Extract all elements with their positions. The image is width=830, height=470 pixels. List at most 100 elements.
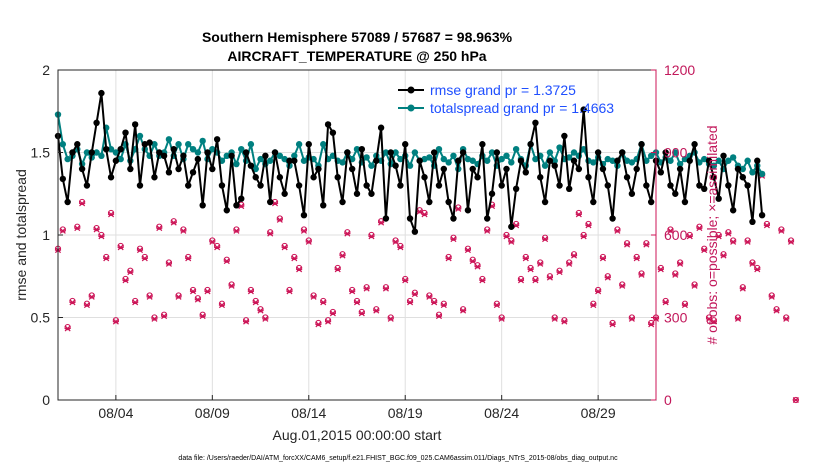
rmse-series-point [705,157,713,164]
rmse-series-point [421,174,428,181]
obs-assimilated-point [218,302,226,309]
obs-assimilated-point [681,302,689,309]
obs-possible-point [74,223,81,230]
totalspread-series-point [551,157,558,164]
obs-possible-point [431,297,438,305]
rmse-series-point [189,169,197,176]
obs-assimilated-point [136,247,144,254]
obs-possible-point [103,253,110,261]
rmse-series-point [474,174,481,181]
obs-assimilated-point [628,315,635,322]
obs-possible-point [252,297,259,305]
obs-assimilated-point [648,321,655,328]
obs-possible-point [214,242,221,250]
rmse-series-point [136,182,144,189]
obs-possible-point [199,311,206,318]
obs-possible-point [628,314,635,321]
obs-assimilated-point [363,285,370,292]
rmse-series-point [599,165,607,173]
totalspread-series-point [647,152,655,159]
totalspread-series-point [199,137,206,145]
obs-assimilated-point [566,260,573,267]
obs-possible-point [300,226,308,233]
rmse-series-point [691,141,698,148]
obs-possible-point [373,306,380,313]
totalspread-series-point [223,152,230,159]
rmse-series-point [286,157,293,164]
obs-assimilated-point [701,247,708,254]
obs-possible-point [88,292,95,299]
obs-assimilated-point [247,288,255,295]
obs-assimilated-point [792,396,799,404]
totalspread-series-point [175,141,182,148]
totalspread-series-point [676,160,684,168]
obs-assimilated-point [469,258,476,265]
obs-assimilated-point [672,271,679,278]
obs-assimilated-point [744,238,751,245]
totalspread-series-point [93,149,100,156]
rmse-series-point [88,149,95,156]
obs-possible-point [132,297,139,305]
series-layer [54,89,799,404]
obs-assimilated-point [619,282,626,289]
rmse-series-point [93,119,100,127]
x-tick-label: 08/29 [581,405,616,421]
obs-assimilated-point [353,299,361,306]
obs-assimilated-point [527,266,534,273]
obs-possible-point [107,209,115,217]
obs-possible-point [247,286,255,294]
obs-assimilated-point [614,227,621,234]
obs-possible-point [754,264,761,272]
rmse-series-point [430,149,438,156]
rmse-series-point [238,195,245,202]
obs-possible-point [701,245,708,252]
obs-possible-point [392,237,399,244]
rmse-series-point [358,146,366,153]
obs-assimilated-point [426,293,433,300]
obs-assimilated-point [165,260,173,267]
obs-assimilated-point [778,227,785,234]
obs-assimilated-point [561,318,568,325]
rmse-series-point [686,157,693,164]
obs-assimilated-point [223,258,230,265]
rmse-series-point [363,182,370,189]
rmse-series-point [647,198,655,206]
rmse-series-point [570,157,578,164]
obs-possible-point [170,218,177,225]
obs-possible-point [69,297,76,305]
rmse-series-point [247,162,255,169]
obs-possible-point [445,253,452,261]
totalspread-series-point [426,154,433,161]
totalspread-series-point [469,157,476,164]
obs-assimilated-point [406,299,414,306]
obs-assimilated-point [575,211,582,218]
y-tick-label: 1 [42,227,50,243]
obs-possible-point [223,256,230,263]
rmse-series-point [228,152,235,159]
obs-assimilated-point [498,315,505,322]
rmse-series-point [329,129,337,136]
obs-assimilated-point [725,230,732,237]
rmse-series-point [59,175,67,183]
obs-assimilated-point [242,318,250,325]
rmse-series-point [204,149,211,156]
obs-assimilated-point [783,315,790,322]
obs-possible-point [276,215,283,222]
obs-assimilated-point [570,252,578,259]
obs-assimilated-point [546,274,554,281]
totalspread-series-point [363,154,370,161]
totalspread-series-point [488,149,496,156]
obs-possible-point [382,284,390,291]
rmse-series-point [165,169,173,176]
obs-possible-point [146,292,153,299]
rmse-series-point [64,198,71,206]
obs-assimilated-point [522,255,529,262]
rmse-series-point [353,190,361,197]
rmse-series-point [643,182,650,189]
obs-possible-point [156,223,163,230]
totalspread-series-point [556,144,563,151]
obs-possible-point [783,314,790,321]
obs-assimilated-point [228,282,235,289]
rmse-series-point [315,165,322,173]
obs-possible-point [329,308,336,316]
